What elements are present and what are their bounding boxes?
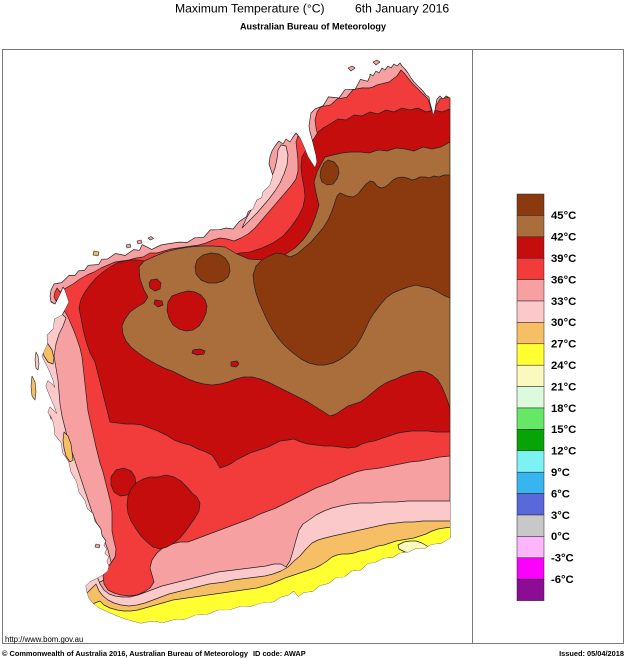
svg-text:18°C: 18°C	[551, 403, 576, 415]
svg-text:36°C: 36°C	[551, 274, 576, 286]
svg-text:42°C: 42°C	[551, 232, 576, 244]
svg-text:© Commonwealth of Australia 20: © Commonwealth of Australia 2016, Austra…	[2, 649, 249, 658]
svg-text:45°C: 45°C	[551, 210, 576, 222]
svg-text:15°C: 15°C	[551, 424, 576, 436]
svg-text:12°C: 12°C	[551, 446, 576, 458]
svg-text:9°C: 9°C	[551, 467, 570, 479]
svg-text:39°C: 39°C	[551, 253, 576, 265]
svg-text:0°C: 0°C	[551, 531, 570, 543]
svg-text:ID code: AWAP: ID code: AWAP	[253, 649, 306, 658]
svg-text:-3°C: -3°C	[551, 553, 574, 565]
svg-text:24°C: 24°C	[551, 360, 576, 372]
svg-text:33°C: 33°C	[551, 296, 576, 308]
svg-text:Issued: 05/04/2018: Issued: 05/04/2018	[559, 649, 624, 658]
svg-text:6th January 2016: 6th January 2016	[355, 2, 449, 16]
svg-text:27°C: 27°C	[551, 339, 576, 351]
svg-text:3°C: 3°C	[551, 510, 570, 522]
svg-text:6°C: 6°C	[551, 488, 570, 500]
svg-text:http://www.bom.gov.au: http://www.bom.gov.au	[5, 635, 83, 644]
svg-text:Maximum Temperature (°C): Maximum Temperature (°C)	[175, 2, 325, 16]
svg-text:30°C: 30°C	[551, 317, 576, 329]
svg-text:Australian Bureau of Meteorolo: Australian Bureau of Meteorology	[240, 22, 387, 32]
svg-text:-6°C: -6°C	[551, 574, 574, 586]
svg-text:21°C: 21°C	[551, 381, 576, 393]
